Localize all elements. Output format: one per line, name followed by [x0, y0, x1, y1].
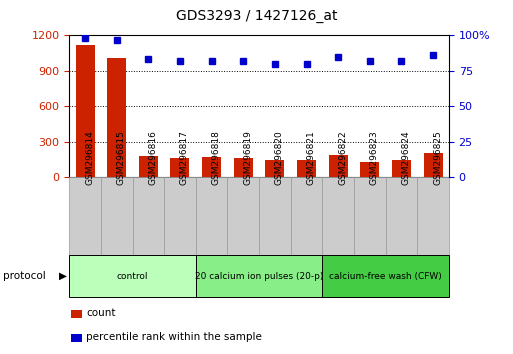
Bar: [322, 255, 449, 297]
Bar: [259, 177, 291, 255]
Bar: [196, 255, 322, 297]
Bar: [386, 177, 417, 255]
Bar: [69, 177, 101, 255]
Text: GSM296818: GSM296818: [211, 130, 221, 185]
Bar: [69, 255, 196, 297]
Text: GSM296824: GSM296824: [401, 130, 410, 185]
Text: GSM296816: GSM296816: [148, 130, 157, 185]
Bar: [132, 177, 164, 255]
Text: GSM296820: GSM296820: [275, 130, 284, 185]
Text: GSM296814: GSM296814: [85, 130, 94, 185]
Bar: [297, 160, 316, 177]
Bar: [164, 177, 196, 255]
Text: GDS3293 / 1427126_at: GDS3293 / 1427126_at: [176, 9, 337, 23]
Bar: [329, 155, 348, 177]
Text: 20 calcium ion pulses (20-p): 20 calcium ion pulses (20-p): [195, 272, 323, 281]
Text: GSM296823: GSM296823: [370, 130, 379, 185]
Text: count: count: [86, 308, 116, 318]
Text: GSM296822: GSM296822: [338, 130, 347, 185]
Text: percentile rank within the sample: percentile rank within the sample: [86, 332, 262, 342]
Bar: [265, 160, 284, 177]
Bar: [424, 153, 443, 177]
Bar: [417, 177, 449, 255]
Bar: [234, 158, 253, 177]
Bar: [196, 177, 227, 255]
Text: protocol: protocol: [3, 271, 45, 281]
Bar: [107, 58, 126, 177]
Text: GSM296815: GSM296815: [117, 130, 126, 185]
Text: ▶: ▶: [59, 271, 67, 281]
Bar: [75, 45, 94, 177]
Bar: [71, 310, 82, 318]
Text: calcium-free wash (CFW): calcium-free wash (CFW): [329, 272, 442, 281]
Text: control: control: [117, 272, 148, 281]
Bar: [291, 177, 322, 255]
Bar: [354, 177, 386, 255]
Text: GSM296819: GSM296819: [243, 130, 252, 185]
Bar: [139, 156, 158, 177]
Bar: [227, 177, 259, 255]
Text: GSM296817: GSM296817: [180, 130, 189, 185]
Bar: [71, 334, 82, 342]
Text: GSM296821: GSM296821: [306, 130, 315, 185]
Bar: [170, 158, 189, 177]
Bar: [360, 162, 379, 177]
Bar: [322, 177, 354, 255]
Text: GSM296825: GSM296825: [433, 130, 442, 185]
Bar: [202, 157, 221, 177]
Bar: [101, 177, 132, 255]
Bar: [392, 160, 411, 177]
